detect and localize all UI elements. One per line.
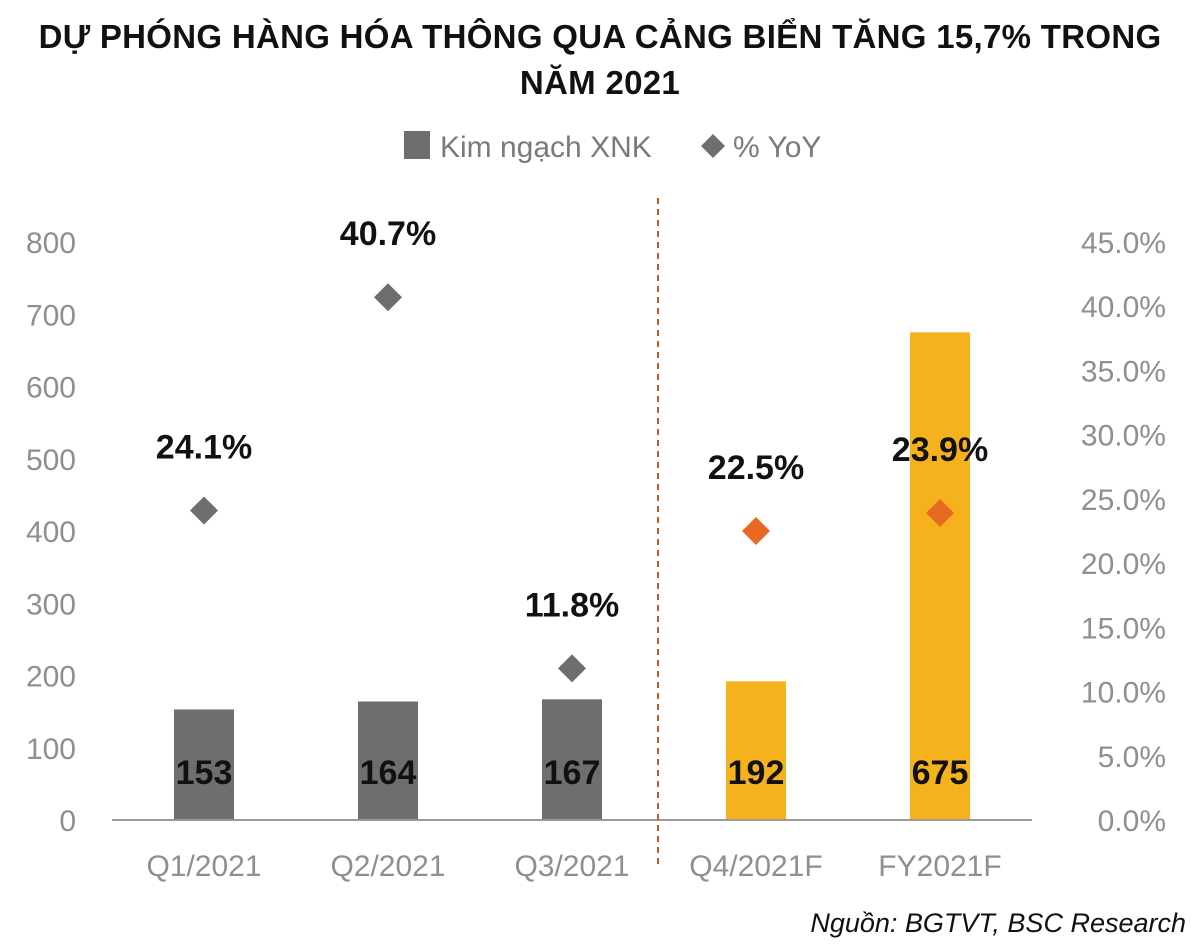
legend-diamond-icon [701, 134, 725, 158]
y-left-tick-label: 100 [26, 733, 76, 766]
y-left-tick-label: 300 [26, 588, 76, 621]
bar-value-label: 167 [544, 754, 601, 792]
legend-yoy-label: % YoY [733, 131, 821, 164]
yoy-value-label: 40.7% [340, 215, 436, 253]
source-note: Nguồn: BGTVT, BSC Research [810, 908, 1186, 938]
y-right-tick-label: 20.0% [1081, 548, 1166, 581]
legend-bar-label: Kim ngạch XNK [440, 131, 652, 164]
y-left-tick-label: 0 [59, 805, 76, 838]
bar-value-label: 675 [912, 754, 969, 792]
y-left-tick-label: 500 [26, 444, 76, 477]
yoy-value-label: 22.5% [708, 449, 804, 487]
yoy-point [742, 517, 770, 545]
y-left-tick-label: 800 [26, 227, 76, 260]
chart-title-line-2: NĂM 2021 [519, 64, 681, 101]
bar [174, 709, 234, 820]
y-right-tick-label: 35.0% [1081, 355, 1166, 388]
y-right-tick-label: 40.0% [1081, 291, 1166, 324]
x-category-label: Q3/2021 [514, 850, 629, 883]
y-right-tick-label: 0.0% [1098, 805, 1166, 838]
y-right-tick-label: 10.0% [1081, 677, 1166, 710]
yoy-point [190, 496, 218, 525]
y-right-tick-label: 15.0% [1081, 612, 1166, 645]
x-category-label: FY2021F [878, 850, 1001, 883]
y-right-tick-label: 5.0% [1098, 741, 1166, 774]
bar [910, 332, 970, 820]
yoy-value-label: 24.1% [156, 428, 252, 466]
x-category-label: Q4/2021F [689, 850, 822, 883]
y-right-tick-label: 30.0% [1081, 420, 1166, 453]
yoy-value-label: 11.8% [525, 586, 620, 624]
bar [726, 681, 786, 820]
bar-value-label: 153 [176, 754, 233, 792]
bar-value-label: 164 [360, 754, 417, 792]
x-category-label: Q1/2021 [146, 850, 261, 883]
yoy-point [558, 654, 586, 683]
bar [542, 699, 602, 820]
yoy-value-label: 23.9% [892, 431, 988, 469]
bar [358, 701, 418, 820]
y-right-tick-label: 45.0% [1081, 227, 1166, 260]
y-left-tick-label: 400 [26, 516, 76, 549]
y-left-tick-label: 700 [26, 299, 76, 332]
chart-title-line-1: DỰ PHÓNG HÀNG HÓA THÔNG QUA CẢNG BIỂN TĂ… [38, 18, 1162, 55]
yoy-point [926, 499, 954, 528]
legend-bar-swatch [404, 131, 430, 159]
x-category-label: Q2/2021 [330, 850, 445, 883]
chart-title: DỰ PHÓNG HÀNG HÓA THÔNG QUA CẢNG BIỂN TĂ… [0, 14, 1200, 106]
y-right-tick-label: 25.0% [1081, 484, 1166, 517]
y-left-tick-label: 600 [26, 372, 76, 405]
bar-value-label: 192 [728, 754, 785, 792]
y-left-tick-label: 200 [26, 661, 76, 694]
yoy-point [374, 283, 402, 312]
